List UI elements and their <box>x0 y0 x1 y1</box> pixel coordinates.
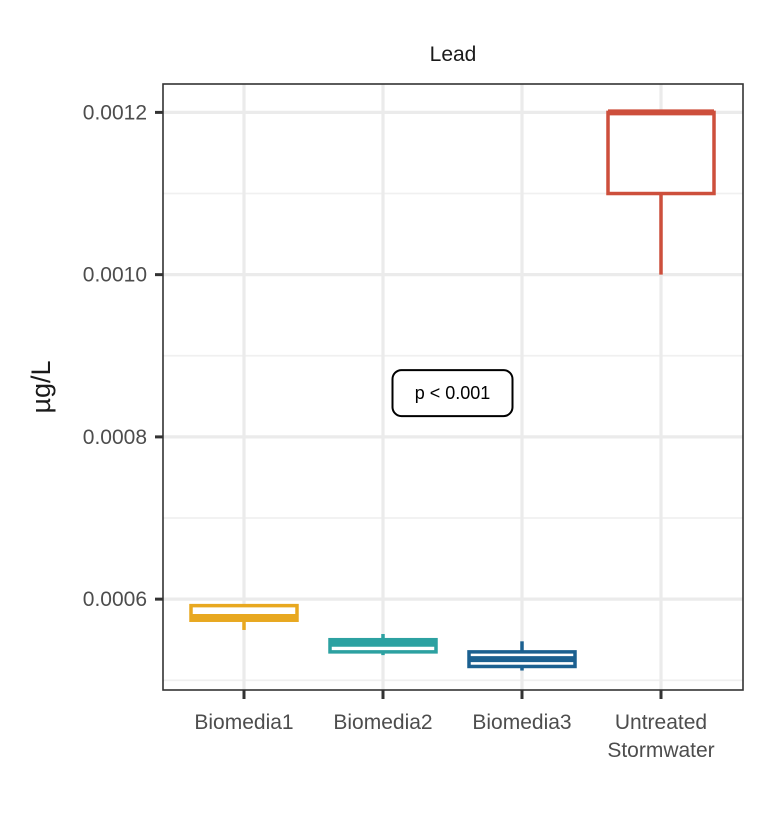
annotation-box <box>391 369 514 418</box>
plot-panel-border <box>162 83 744 691</box>
x-tick-label: Biomedia2 <box>333 711 432 734</box>
chart-title: Lead <box>430 43 477 66</box>
annotation-text: p < 0.001 <box>415 383 491 403</box>
boxplot-3 <box>467 641 577 671</box>
y-axis-label: µg/L <box>26 360 56 413</box>
y-tick-label: 0.0006 <box>83 588 147 611</box>
x-tick-label: Stormwater <box>607 739 714 762</box>
y-tick-label: 0.0012 <box>83 101 147 124</box>
x-tick-label: Biomedia1 <box>194 711 293 734</box>
x-tick-label: Biomedia3 <box>472 711 571 734</box>
y-tick-label: 0.0010 <box>83 264 147 287</box>
p-value-annotation: p < 0.001 <box>391 369 514 418</box>
x-tick-label: Untreated <box>615 711 707 734</box>
boxplot-4 <box>606 109 716 275</box>
boxplot-1 <box>189 603 299 630</box>
axis-layer: 0.0006 0.0008 0.0010 0.0012 Biomedia1 Biomedi… <box>83 101 715 762</box>
y-tick-label: 0.0008 <box>83 426 147 449</box>
grid-layer <box>163 84 743 690</box>
annotation-layer: p < 0.001 <box>391 369 514 418</box>
box-layer <box>189 109 716 671</box>
boxplot-2 <box>328 634 438 656</box>
box <box>606 110 716 196</box>
